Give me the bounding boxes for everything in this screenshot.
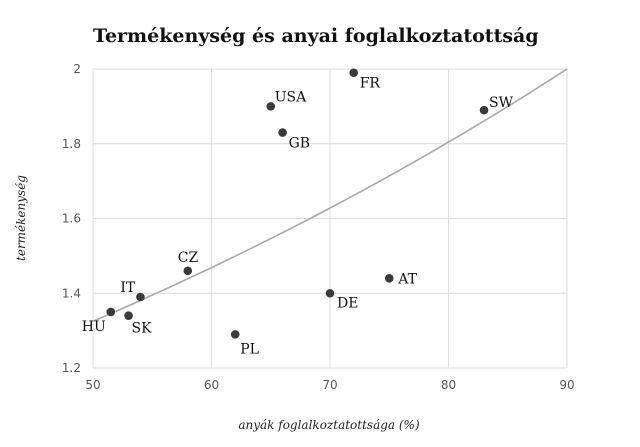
y-tick-label: 1.4 [62,286,81,300]
x-tick-label: 80 [441,378,456,392]
y-tick-label: 1.8 [62,137,81,151]
trend-line [92,68,568,323]
x-axis-label: anyák foglalkoztatottsága (%) [238,418,420,432]
point-fr [349,68,359,78]
point-label-fr: FR [360,76,381,92]
point-label-at: AT [397,271,417,287]
y-tick-label: 2 [73,62,81,76]
data-points [106,68,489,339]
point-labels: FR SW USA GB CZ AT DE IT HU SK PL [82,76,514,358]
point-label-cz: CZ [178,250,199,266]
point-hu [106,307,116,317]
point-usa [266,102,276,111]
point-label-sk: SK [132,321,153,337]
y-axis-label: termékenység [14,175,28,261]
x-tick-label: 90 [559,378,574,392]
point-it [136,292,145,302]
point-de [325,288,335,298]
tick-labels: 50 60 70 80 90 1.2 1.4 1.6 1.8 2 [62,62,575,392]
chart-title: Termékenység és anyai foglalkoztatottság [93,25,539,47]
point-pl [230,330,240,339]
x-tick-label: 50 [85,378,100,392]
point-cz [183,266,193,276]
point-label-de: DE [337,295,358,311]
point-sk [124,311,133,320]
point-label-sw: SW [489,95,514,111]
x-tick-label: 60 [204,378,219,392]
point-label-it: IT [120,280,136,296]
point-label-hu: HU [82,319,106,335]
grid [92,68,568,369]
point-at [384,274,394,283]
point-gb [278,128,287,137]
x-tick-label: 70 [322,378,337,392]
point-label-usa: USA [275,89,307,105]
point-label-pl: PL [240,341,259,357]
y-tick-label: 1.6 [62,212,81,226]
point-sw [479,105,489,115]
point-label-gb: GB [289,136,310,152]
y-tick-label: 1.2 [62,361,81,375]
